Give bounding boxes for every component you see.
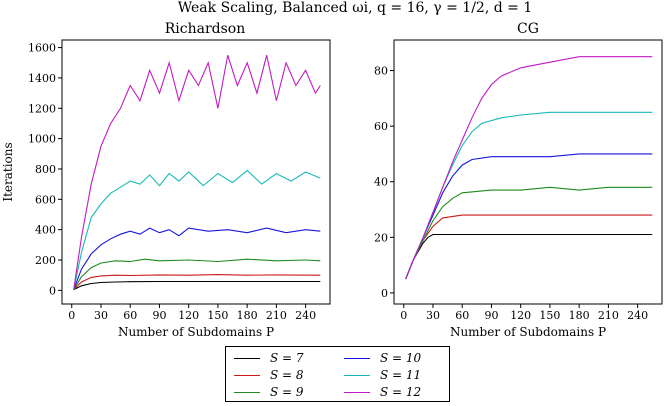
x-tick-label: 30 [426,309,440,322]
legend-label: S = 10 [380,351,422,365]
legend-item: S = 7 [234,350,304,366]
y-tick-label: 1000 [28,133,56,146]
y-tick-label: 60 [374,120,388,133]
y-axis-label: Iterations [1,142,15,201]
y-tick-label: 1200 [28,102,56,115]
legend-swatch [234,391,260,393]
y-tick-label: 800 [35,163,56,176]
y-tick-label: 400 [35,224,56,237]
legend-item: S = 9 [234,384,304,400]
legend-swatch [234,374,260,376]
legend-label: S = 12 [380,385,422,399]
legend-label: S = 7 [270,351,304,365]
legend: S = 7 S = 8 S = 9 S = 10 S = 11 S = 12 [225,346,450,402]
legend-swatch [234,357,260,359]
series-line-s10 [405,153,653,280]
x-tick-label: 90 [484,309,498,322]
y-tick-label: 1600 [28,42,56,55]
y-tick-label: 200 [35,254,56,267]
x-tick-label: 60 [455,309,469,322]
x-tick-label: 0 [68,309,75,322]
series-line-s9 [405,186,653,280]
series-line-s7 [73,280,321,291]
chart-panel-1: Richardson 0 30 60 90 120 150 180 210 240 0 200 400 6… [1,21,331,339]
x-tick-label: 210 [266,309,287,322]
legend-label: S = 11 [380,368,422,382]
x-tick-label: 210 [598,309,619,322]
plot-frame [393,39,663,305]
legend-label: S = 8 [270,368,304,382]
series-line-s11 [73,169,321,290]
series-line-s7 [405,233,653,280]
y-tick-label: 0 [381,287,388,300]
series-line-s12 [73,55,321,290]
series-line-s12 [405,56,653,280]
x-tick-label: 120 [178,309,199,322]
y-tick-label: 80 [374,65,388,78]
chart-title: CG [517,21,539,37]
y-tick-label: 600 [35,193,56,206]
plot-frame [61,39,331,305]
x-tick-label: 120 [510,309,531,322]
series-line-s8 [405,214,653,280]
x-tick-label: 60 [123,309,137,322]
legend-label: S = 9 [270,385,304,399]
legend-item: S = 12 [344,384,421,400]
x-tick-label: 240 [295,309,316,322]
x-tick-label: 30 [94,309,108,322]
legend-swatch [344,374,370,376]
legend-item: S = 10 [344,350,421,366]
chart-title: Richardson [165,21,246,37]
series-line-s10 [73,227,321,290]
x-tick-label: 180 [569,309,590,322]
y-tick-label: 40 [374,176,388,189]
series-line-s9 [73,258,321,290]
x-axis-label: Number of Subdomains P [450,325,606,339]
legend-swatch [344,357,370,359]
x-tick-label: 240 [627,309,648,322]
x-tick-label: 0 [400,309,407,322]
figure-suptitle: Weak Scaling, Balanced ωi, q = 16, γ = 1… [178,0,532,16]
legend-item: S = 11 [344,367,421,383]
x-tick-label: 150 [539,309,560,322]
series-line-s8 [73,274,321,290]
chart-panel-2: CG 0 30 60 90 120 150 180 210 240 0 20 40 60 80 Number … [374,21,663,339]
legend-item: S = 8 [234,367,304,383]
x-axis-label: Number of Subdomains P [118,325,274,339]
x-tick-label: 150 [207,309,228,322]
x-tick-label: 180 [237,309,258,322]
series-line-s11 [405,111,653,280]
y-tick-label: 0 [49,284,56,297]
legend-swatch [344,391,370,393]
y-tick-label: 1400 [28,72,56,85]
y-tick-label: 20 [374,231,388,244]
x-tick-label: 90 [152,309,166,322]
